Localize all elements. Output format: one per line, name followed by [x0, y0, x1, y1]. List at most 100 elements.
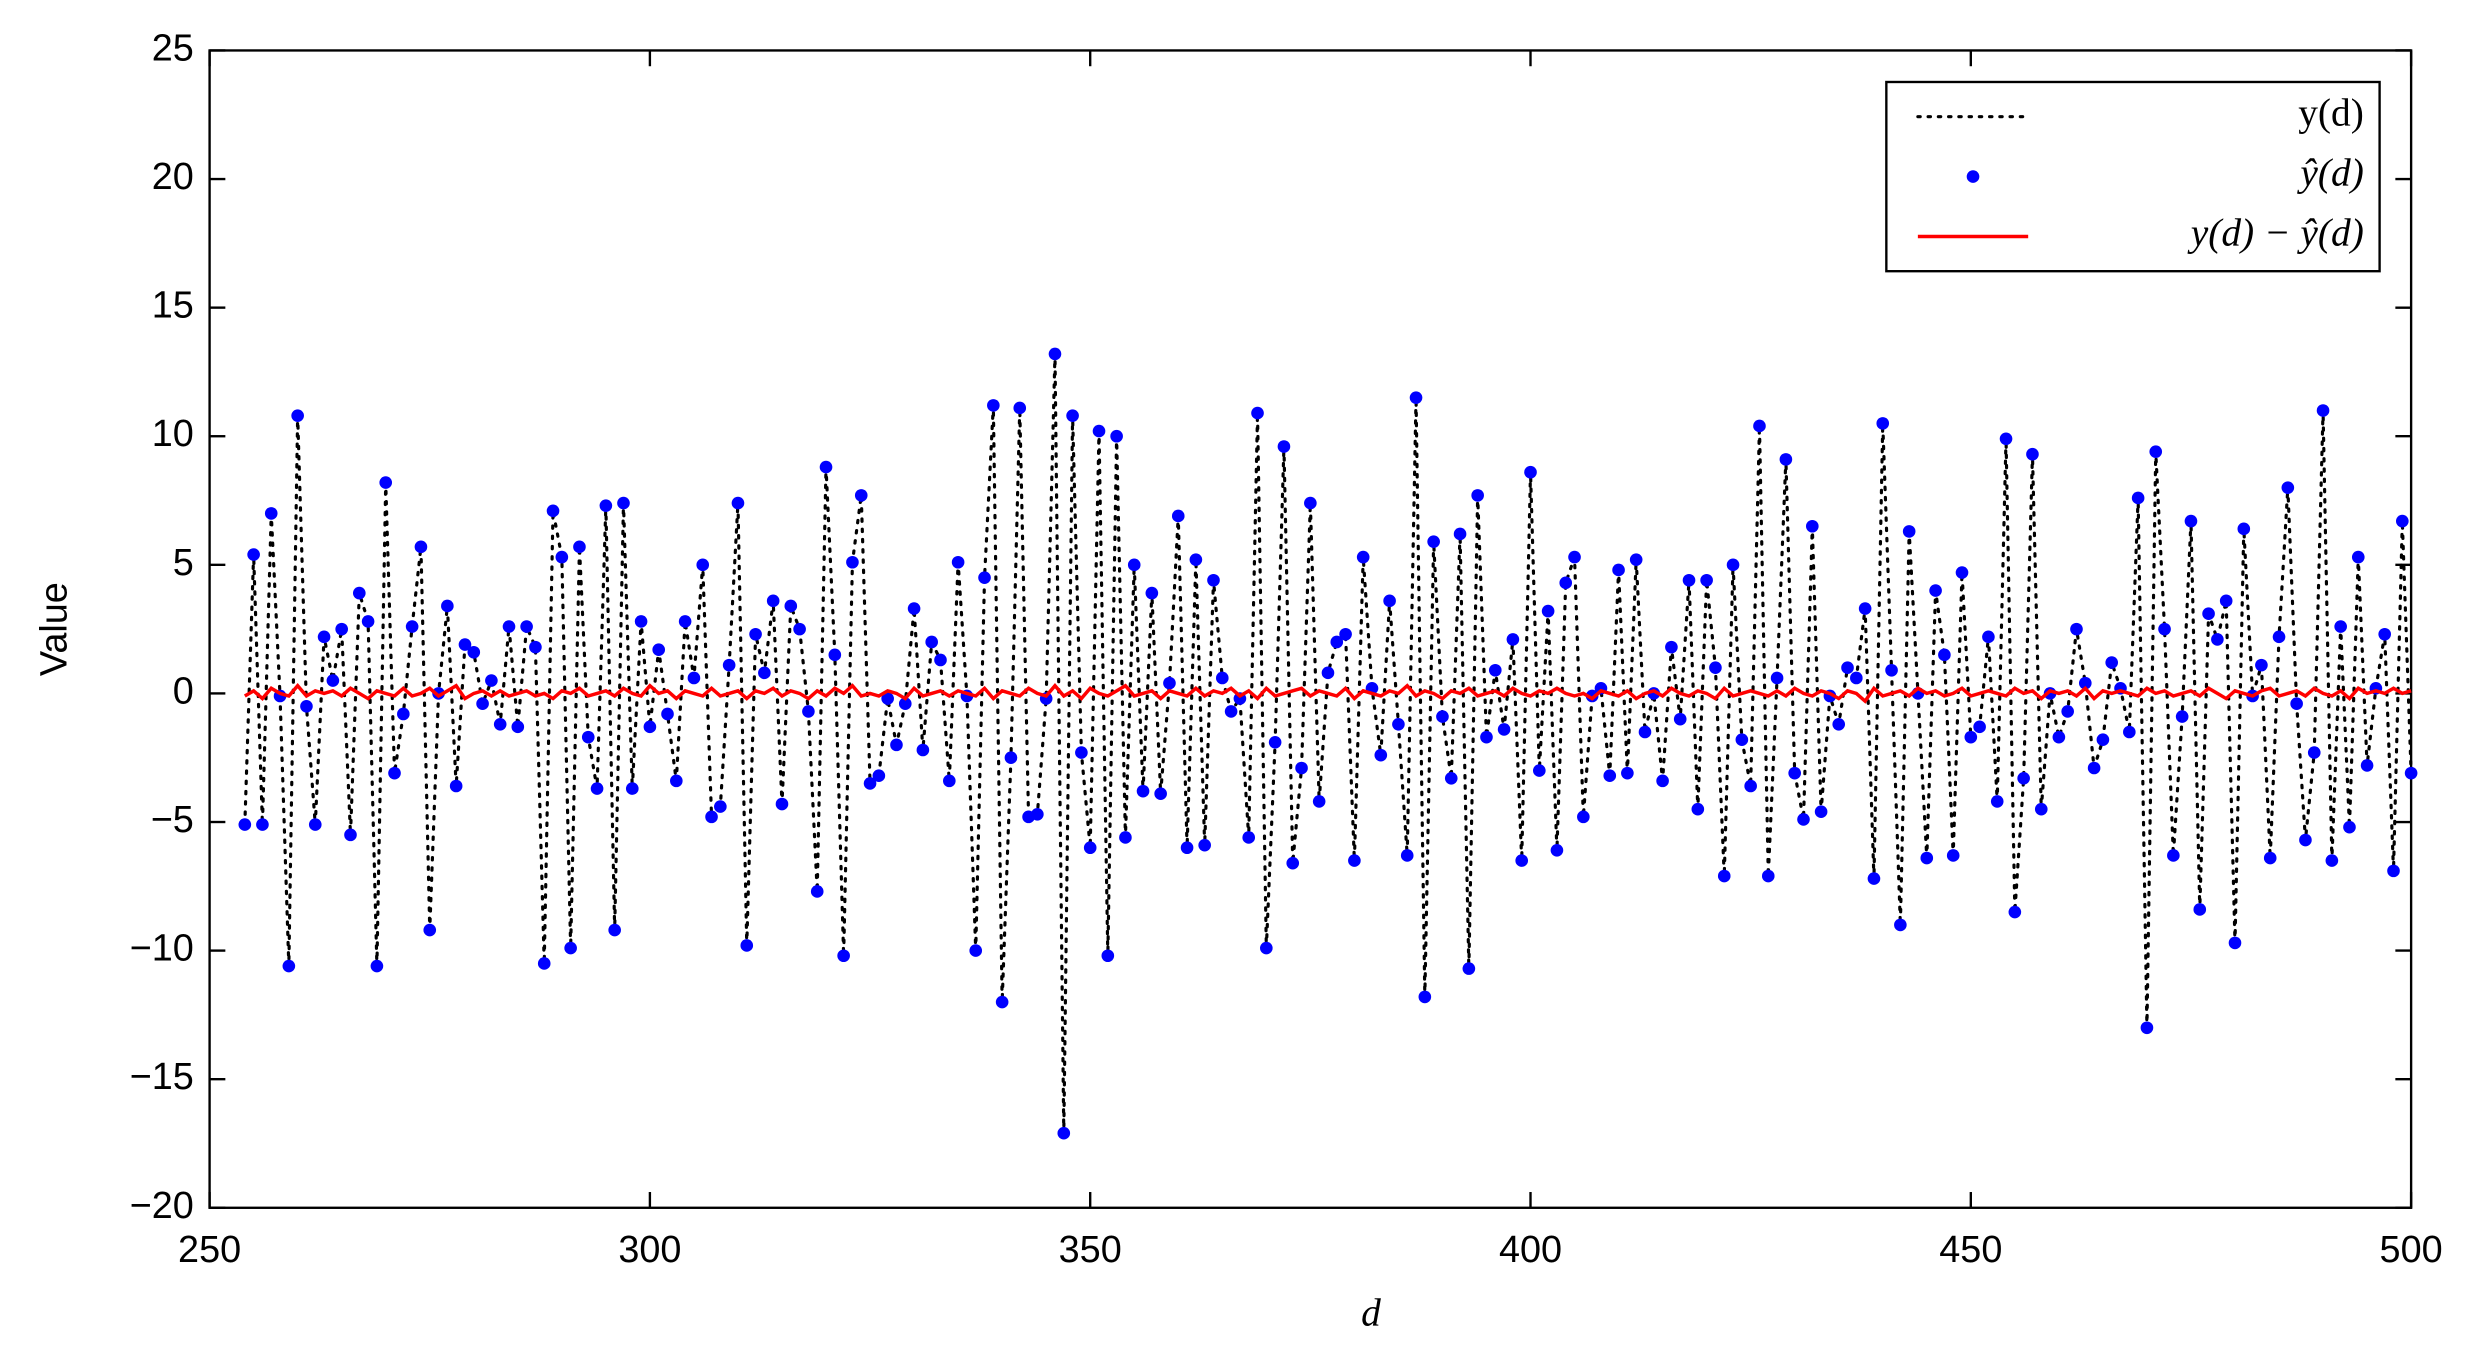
data-point [1735, 733, 1749, 747]
data-point [1260, 941, 1273, 955]
data-point [432, 687, 445, 700]
data-point [1665, 640, 1678, 654]
data-point [1400, 849, 1414, 862]
data-point [1198, 838, 1211, 852]
data-point [1876, 417, 1890, 430]
data-point [247, 548, 260, 561]
data-point [2219, 594, 2233, 608]
data-point [2070, 622, 2083, 636]
data-point [564, 941, 577, 955]
data-point [1850, 671, 1863, 685]
data-point [793, 622, 806, 636]
data-point [502, 620, 516, 633]
data-point [2334, 620, 2347, 633]
data-point [617, 496, 630, 510]
data-point [1603, 769, 1617, 783]
data-point [1541, 604, 1555, 618]
data-point [1154, 787, 1167, 801]
data-point [2307, 746, 2321, 759]
data-point [1215, 671, 1229, 685]
data-point [1277, 440, 1291, 453]
data-point [2211, 633, 2224, 646]
data-point [1638, 725, 1652, 739]
data-point [599, 499, 613, 512]
data-point [740, 939, 754, 952]
data-point [2193, 903, 2207, 916]
data-point [1858, 602, 1872, 615]
data-point [2149, 445, 2163, 458]
y-tick-label: 25 [152, 27, 194, 69]
x-tick-label: 500 [2380, 1229, 2443, 1271]
data-point [546, 504, 560, 518]
data-point [238, 818, 252, 831]
data-point [1568, 550, 1581, 564]
data-point [978, 571, 991, 584]
data-point [1339, 627, 1352, 641]
data-point [1814, 805, 1828, 819]
data-point [1832, 717, 1846, 731]
data-point [2281, 481, 2295, 494]
data-point [696, 558, 710, 572]
data-point [1418, 990, 1432, 1004]
data-point [352, 586, 366, 600]
data-point [467, 645, 481, 659]
data-point [581, 730, 595, 744]
data-point [2378, 627, 2392, 641]
data-point [1770, 671, 1784, 685]
data-point [1515, 854, 1529, 867]
data-point [326, 674, 340, 687]
data-point [449, 779, 463, 793]
data-point [1550, 843, 1564, 857]
data-point [784, 599, 798, 613]
data-point [907, 602, 921, 615]
data-point [511, 720, 525, 734]
data-point [802, 705, 815, 718]
data-point [1717, 869, 1731, 883]
data-point [670, 774, 683, 788]
data-point [2272, 630, 2286, 644]
data-point [476, 697, 489, 711]
data-point [1920, 851, 1934, 865]
legend-symbol [1966, 170, 1980, 183]
data-point [2096, 733, 2110, 747]
data-point [1621, 766, 1634, 780]
data-point [1938, 648, 1951, 662]
data-point [397, 707, 410, 721]
data-point [1427, 535, 1440, 548]
data-point [1180, 841, 1194, 855]
data-point [1004, 751, 1018, 765]
data-point [555, 550, 569, 564]
data-point [1726, 558, 1740, 572]
data-point [2061, 705, 2074, 718]
data-point [1057, 1126, 1071, 1140]
data-point [1066, 409, 1079, 422]
data-point [2026, 447, 2039, 461]
data-point [1286, 856, 1300, 870]
data-point [687, 671, 701, 685]
data-point [1497, 723, 1511, 736]
data-point [934, 653, 947, 667]
data-point [810, 885, 824, 898]
y-axis-label: Value [34, 582, 76, 676]
data-point [890, 738, 903, 752]
data-point [537, 957, 551, 970]
data-point [2404, 766, 2418, 780]
data-point [2017, 771, 2030, 785]
data-point [1444, 771, 1458, 785]
data-point [1902, 525, 1916, 538]
data-point [2123, 725, 2136, 739]
data-point [361, 615, 375, 628]
data-point [1788, 766, 1801, 780]
data-point [1673, 712, 1687, 726]
data-point [634, 615, 648, 628]
data-point [2396, 514, 2409, 528]
data-point [1224, 705, 1238, 718]
data-point [1656, 774, 1669, 788]
data-point [335, 622, 348, 636]
y-tick-label: −15 [130, 1056, 194, 1098]
data-point [2387, 864, 2400, 878]
data-point [731, 496, 745, 510]
data-point [837, 949, 850, 963]
data-point [2158, 622, 2171, 636]
